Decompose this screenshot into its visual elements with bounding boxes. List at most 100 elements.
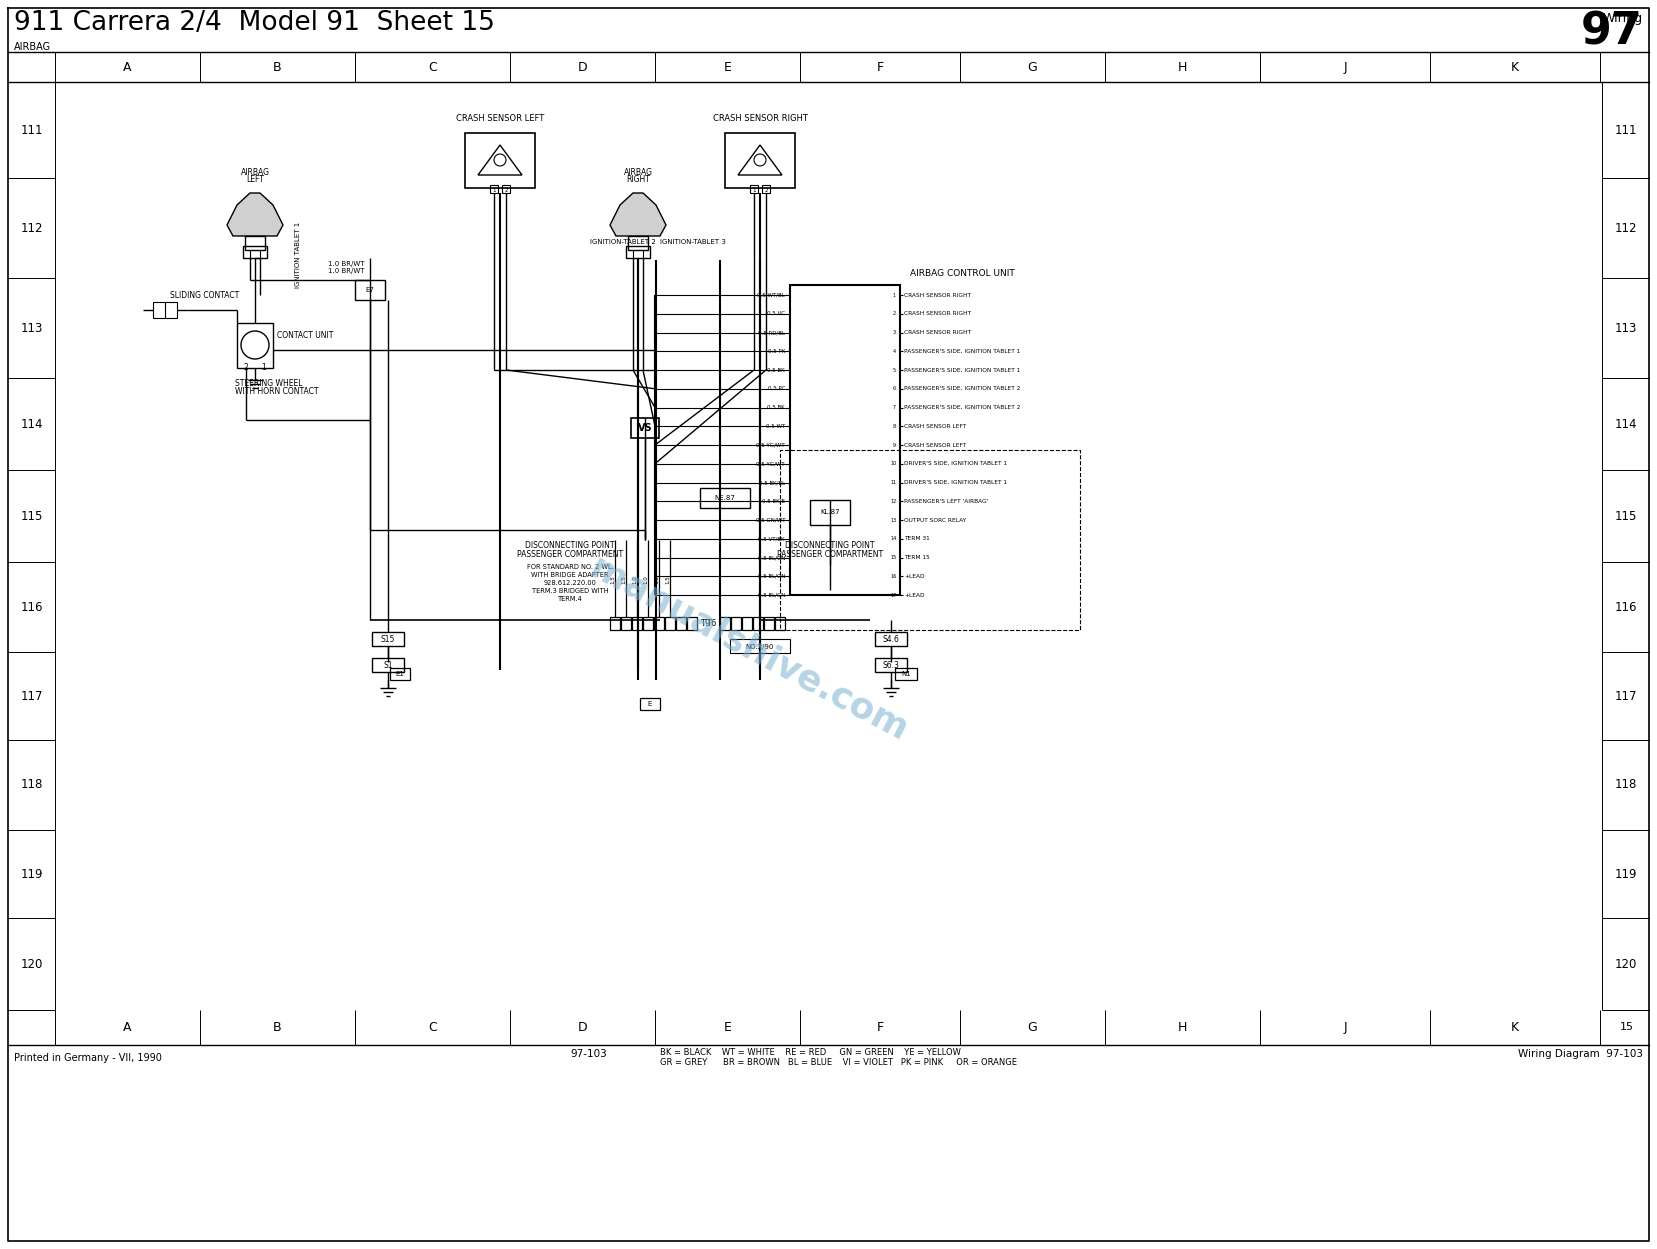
Text: E: E [724, 1020, 731, 1034]
Text: 5: 5 [893, 367, 895, 372]
Bar [751, 185, 757, 194]
Text: 120: 120 [20, 958, 43, 970]
Text: CRASH SENSOR RIGHT: CRASH SENSOR RIGHT [905, 311, 971, 316]
Text: F: F [877, 1020, 883, 1034]
Bar [373, 658, 404, 672]
Bar [237, 323, 273, 368]
Bar [742, 617, 752, 629]
Text: CRASH SENSOR LEFT: CRASH SENSOR LEFT [456, 114, 543, 122]
Text: 115: 115 [20, 510, 43, 522]
Bar [764, 617, 774, 629]
Bar [688, 617, 698, 629]
Text: 1.0: 1.0 [655, 576, 659, 585]
Bar [631, 617, 641, 629]
Text: TERM.3 BRIDGED WITH: TERM.3 BRIDGED WITH [532, 588, 608, 595]
Text: 119: 119 [1614, 868, 1637, 881]
Text: T6: T6 [706, 618, 716, 627]
Text: 97-103: 97-103 [570, 1049, 606, 1059]
Text: 1.5: 1.5 [621, 576, 626, 585]
Text: 112: 112 [1614, 221, 1637, 235]
Text: B: B [273, 1020, 282, 1034]
Text: FOR STANDARD NO. 2 WL.: FOR STANDARD NO. 2 WL. [527, 565, 613, 570]
Text: 17: 17 [891, 592, 896, 597]
Text: 1.5: 1.5 [666, 576, 671, 585]
Text: 0.5 YG/WT: 0.5 YG/WT [756, 442, 785, 447]
Text: G: G [1027, 1020, 1037, 1034]
Text: 11: 11 [891, 480, 896, 485]
Text: RIGHT: RIGHT [626, 175, 650, 184]
Text: 118: 118 [20, 778, 43, 792]
Bar [355, 280, 384, 300]
Text: C: C [428, 60, 437, 74]
Text: OUTPUT SORC RELAY: OUTPUT SORC RELAY [905, 517, 966, 522]
Text: 16: 16 [891, 573, 896, 578]
Text: PASSENGER COMPARTMENT: PASSENGER COMPARTMENT [777, 550, 883, 558]
Text: D: D [578, 1020, 587, 1034]
Text: 118: 118 [1614, 778, 1637, 792]
Text: DISCONNECTING POINT: DISCONNECTING POINT [785, 541, 875, 550]
Text: TERM 15: TERM 15 [905, 555, 930, 560]
Text: CRASH SENSOR RIGHT: CRASH SENSOR RIGHT [905, 330, 971, 335]
Text: B: B [273, 60, 282, 74]
Text: 0.5 WT: 0.5 WT [766, 423, 785, 428]
Bar [152, 302, 177, 318]
Text: CRASH SENSOR LEFT: CRASH SENSOR LEFT [905, 442, 966, 447]
Bar [875, 632, 906, 646]
Text: AIRBAG: AIRBAG [13, 42, 51, 52]
Text: 2: 2 [244, 362, 249, 371]
Text: 0.5 BK/E: 0.5 BK/E [762, 498, 785, 503]
Text: 7: 7 [893, 405, 895, 410]
Bar [621, 617, 631, 629]
Text: A: A [123, 1020, 133, 1034]
Text: 928.612.220.00: 928.612.220.00 [543, 580, 597, 586]
Bar [244, 246, 267, 259]
Text: 117: 117 [20, 689, 43, 702]
Text: K: K [1511, 1020, 1519, 1034]
Text: S1: S1 [383, 661, 393, 669]
Text: S4.6: S4.6 [883, 634, 900, 643]
Text: 0.5 BK: 0.5 BK [767, 405, 785, 410]
Text: 112: 112 [20, 221, 43, 235]
Text: WITH BRIDGE ADAPTER: WITH BRIDGE ADAPTER [532, 572, 608, 578]
Text: Printed in Germany - VII, 1990: Printed in Germany - VII, 1990 [13, 1053, 162, 1063]
Text: 111: 111 [20, 124, 43, 136]
Text: H: H [1178, 1020, 1186, 1034]
Text: CRASH SENSOR RIGHT: CRASH SENSOR RIGHT [905, 292, 971, 297]
Bar [875, 658, 906, 672]
Text: 113: 113 [1614, 321, 1637, 335]
Text: 111: 111 [1614, 124, 1637, 136]
Text: 4: 4 [893, 348, 895, 353]
Polygon shape [610, 194, 666, 236]
Bar [895, 668, 916, 679]
Text: 0.5 GN/WT: 0.5 GN/WT [756, 517, 785, 522]
Bar [466, 132, 535, 189]
Text: 13: 13 [891, 517, 896, 522]
Text: 14: 14 [891, 536, 896, 541]
Text: D: D [578, 60, 587, 74]
Text: WITH HORN CONTACT: WITH HORN CONTACT [235, 386, 318, 396]
Text: 1.5: 1.5 [610, 576, 615, 585]
Bar [655, 617, 664, 629]
Bar [790, 285, 900, 595]
Text: CRASH SENSOR RIGHT: CRASH SENSOR RIGHT [713, 114, 807, 122]
Text: G: G [1027, 60, 1037, 74]
Text: DISCONNECTING POINT: DISCONNECTING POINT [525, 541, 615, 550]
Text: 0.5 RD/BL: 0.5 RD/BL [757, 330, 785, 335]
Text: 6: 6 [893, 386, 895, 391]
Text: N1: N1 [901, 671, 911, 677]
Bar [628, 236, 648, 250]
Text: PASSENGER'S SIDE, IGNITION TABLET 2: PASSENGER'S SIDE, IGNITION TABLET 2 [905, 405, 1021, 410]
Text: 0.5 BK: 0.5 BK [767, 367, 785, 372]
Text: 1: 1 [492, 187, 495, 192]
Bar [626, 246, 650, 259]
Text: E7: E7 [366, 287, 374, 294]
Text: 911 Carrera 2/4  Model 91  Sheet 15: 911 Carrera 2/4 Model 91 Sheet 15 [13, 10, 495, 36]
Text: E: E [724, 60, 731, 74]
Text: IGNITION-TABLET 3: IGNITION-TABLET 3 [659, 239, 726, 245]
Text: 0.5 BK/BL: 0.5 BK/BL [759, 480, 785, 485]
Text: 3: 3 [893, 330, 895, 335]
Text: 0.5 PC: 0.5 PC [767, 386, 785, 391]
Text: LEFT: LEFT [245, 175, 263, 184]
Text: IGNITION TABLET 1: IGNITION TABLET 1 [295, 222, 302, 289]
Text: C: C [428, 1020, 437, 1034]
